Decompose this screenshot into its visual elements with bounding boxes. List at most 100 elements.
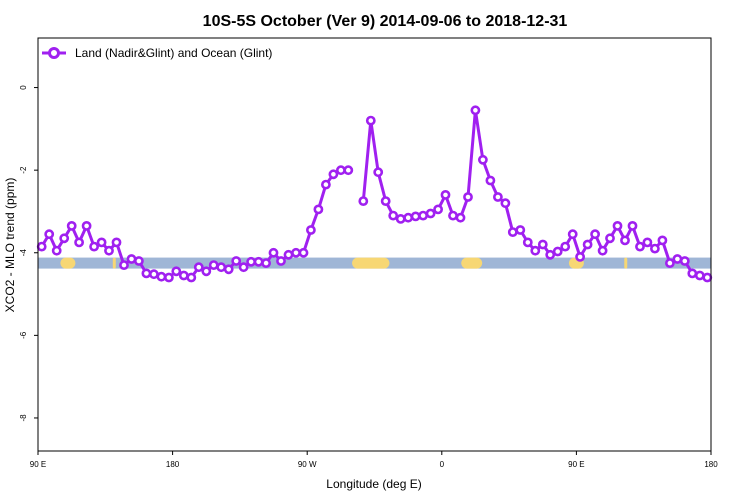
data-point xyxy=(328,169,339,180)
data-point xyxy=(440,189,451,200)
x-tick-label: 90 W xyxy=(298,460,317,469)
y-tick-label: -4 xyxy=(19,249,28,257)
data-point xyxy=(74,237,84,248)
data-point xyxy=(552,246,563,257)
data-point xyxy=(522,237,533,248)
series-points xyxy=(36,105,713,283)
data-point xyxy=(627,220,638,231)
data-point xyxy=(492,192,503,202)
land-band xyxy=(624,257,628,269)
plot-frame xyxy=(37,37,712,452)
data-point xyxy=(119,260,129,270)
data-point xyxy=(186,272,197,283)
data-point xyxy=(545,249,556,260)
y-axis-ticks: 0 -2 -4 -6 -8 xyxy=(19,85,38,422)
data-point xyxy=(425,208,436,219)
data-point xyxy=(679,256,690,266)
data-point xyxy=(238,262,249,273)
data-point xyxy=(687,268,698,279)
data-point xyxy=(635,241,645,252)
legend-marker xyxy=(48,47,60,59)
surface-strip xyxy=(38,257,711,269)
data-point xyxy=(313,204,324,215)
data-point xyxy=(485,175,496,186)
land-band xyxy=(112,257,116,269)
data-point xyxy=(305,225,316,235)
y-axis-label: XCO2 - MLO trend (ppm) xyxy=(3,178,17,313)
x-axis-label: Longitude (deg E) xyxy=(326,477,421,491)
data-point xyxy=(193,262,204,273)
data-point xyxy=(567,229,578,240)
data-point xyxy=(298,247,309,258)
data-point xyxy=(36,241,47,252)
data-point xyxy=(380,196,391,206)
data-point xyxy=(470,105,481,116)
y-tick-label: 0 xyxy=(19,85,28,90)
land-band xyxy=(60,257,76,269)
data-point xyxy=(537,239,548,250)
data-point xyxy=(89,241,99,252)
data-point xyxy=(403,212,414,223)
data-point xyxy=(223,264,234,275)
data-point xyxy=(358,196,369,206)
data-point xyxy=(133,256,144,266)
series-lines xyxy=(40,108,708,279)
data-point xyxy=(253,256,264,267)
data-point xyxy=(148,269,159,280)
data-point xyxy=(597,245,608,256)
data-point xyxy=(575,251,585,262)
chart-title: 10S-5S October (Ver 9) 2014-09-06 to 201… xyxy=(203,13,568,30)
data-point xyxy=(463,192,473,202)
data-point xyxy=(343,165,354,176)
y-tick-label: -6 xyxy=(19,331,28,339)
data-point xyxy=(163,272,174,283)
x-tick-label: 180 xyxy=(166,460,180,469)
land-band xyxy=(461,257,483,269)
x-axis-ticks: 90 E 180 90 W 0 90 E 180 xyxy=(30,451,718,469)
data-point xyxy=(276,256,286,266)
data-point xyxy=(507,227,518,237)
data-point xyxy=(665,258,675,268)
data-point xyxy=(66,220,77,231)
data-point xyxy=(515,225,526,235)
data-point xyxy=(672,254,683,264)
data-point xyxy=(388,210,399,221)
data-point xyxy=(104,245,114,256)
data-point xyxy=(96,237,107,248)
data-point xyxy=(171,266,182,277)
data-point xyxy=(283,249,294,260)
y-tick-label: -2 xyxy=(19,166,28,174)
data-point xyxy=(44,229,55,240)
data-point xyxy=(395,213,406,224)
land-band xyxy=(352,257,390,269)
data-point xyxy=(500,198,511,209)
data-point xyxy=(178,270,189,281)
data-point xyxy=(126,254,137,264)
data-point xyxy=(410,211,421,222)
data-point xyxy=(141,268,152,279)
data-point xyxy=(477,154,488,165)
x-tick-label: 90 E xyxy=(568,460,584,469)
data-point xyxy=(208,260,219,270)
data-point xyxy=(268,247,279,258)
data-point xyxy=(560,241,571,252)
y-tick-label: -8 xyxy=(19,414,28,422)
x-tick-label: 0 xyxy=(440,460,445,469)
data-point xyxy=(111,237,122,248)
data-point xyxy=(530,245,541,256)
data-point xyxy=(156,271,167,282)
x-tick-label: 180 xyxy=(704,460,718,469)
data-point xyxy=(605,233,615,244)
data-point xyxy=(590,229,600,240)
data-point xyxy=(418,210,428,221)
data-point xyxy=(448,210,458,221)
legend-label: Land (Nadir&Glint) and Ocean (Glint) xyxy=(75,46,272,60)
data-point xyxy=(694,270,705,281)
data-point xyxy=(231,256,242,266)
data-point xyxy=(201,266,212,277)
data-point xyxy=(620,235,630,246)
data-point xyxy=(365,115,376,126)
data-point xyxy=(702,272,713,283)
data-point xyxy=(261,258,271,268)
